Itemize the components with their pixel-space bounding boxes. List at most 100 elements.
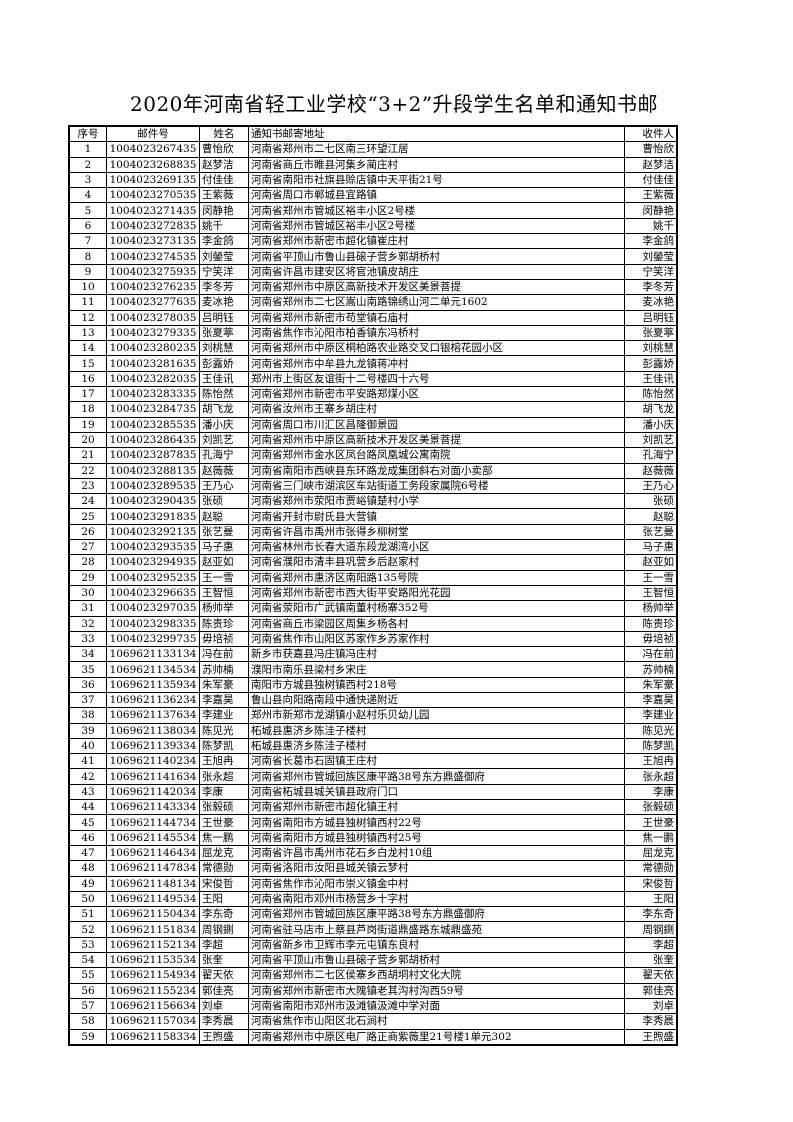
recipient-cell: 张毅硕: [624, 799, 678, 816]
seq-cell: 46: [68, 829, 107, 846]
table-row: 15 1004023281635 彭露娇 河南省郑州市中牟县九龙镇蒋冲村 彭露娇: [68, 355, 678, 372]
table-row: 51 1069621150434 李东奇 河南省郑州市管城回族区康平路38号东方鼎盛御…: [68, 906, 678, 923]
table-row: 27 1004023293535 马子惠 河南省林州市长春大道东段龙湖湾小区 马子惠: [68, 539, 678, 556]
recipient-cell: 陈怡然: [624, 386, 678, 403]
address-cell: 河南省许昌市禹州市张得乡柳树堂: [248, 523, 625, 541]
name-cell: 杨帅举: [199, 600, 249, 617]
recipient-cell: 王乃心: [624, 477, 678, 495]
name-cell: 刘桃慧: [199, 340, 249, 357]
seq-cell: 18: [68, 401, 107, 418]
seq-cell: 20: [68, 431, 107, 449]
recipient-cell: 焦一鹏: [624, 829, 678, 846]
address-cell: 河南省柘城县城关镇县政府门口: [248, 783, 625, 801]
recipient-cell: 李冬芳: [624, 278, 678, 296]
address-cell: 河南省荥阳市广武镇南董村杨寨352号: [248, 600, 625, 617]
mail-number-cell: 1069621144734: [106, 814, 200, 831]
address-cell: 河南省郑州市中原区电厂路正商紫薇里21号楼1单元302: [248, 1028, 625, 1046]
table-row: 19 1004023285535 潘小庆 河南省周口市川汇区昌隆御景园 潘小庆: [68, 416, 678, 433]
table-row: 23 1004023289535 王乃心 河南省三门峡市湖滨区车站街道工务段家属院6号…: [68, 477, 678, 495]
address-cell: 河南省长葛市石固镇王庄村: [248, 753, 625, 770]
address-cell: 河南省许昌市建安区将官池镇皮胡庄: [248, 263, 625, 280]
table-row: 38 1069621137634 李建业 郑州市新郑市龙湖镇小赵村乐贝幼儿园 李建业: [68, 707, 678, 724]
address-cell: 河南省郑州市中原区高新技术开发区美景菩提: [248, 278, 625, 296]
mail-number-cell: 1004023278035: [106, 309, 200, 326]
table-row: 26 1004023292135 张艺曼 河南省许昌市禹州市张得乡柳树堂 张艺曼: [68, 523, 678, 541]
mail-number-cell: 1004023281635: [106, 355, 200, 372]
table-row: 47 1069621146434 屈龙克 河南省许昌市禹州市花石乡白龙村10组 屈龙克: [68, 844, 678, 862]
table-row: 42 1069621141634 张永超 河南省郑州市管城回族区康平路38号东方鼎盛御…: [68, 768, 678, 785]
table-row: 40 1069621139334 陈梦凯 柘城县惠济乡陈洼子楼村 陈梦凯: [68, 737, 678, 755]
mail-number-cell: 1069621157034: [106, 1013, 200, 1030]
recipient-cell: 孔海宁: [624, 447, 678, 464]
address-cell: 河南省郑州市中原区桐柏路农业路交叉口银榕花园小区: [248, 340, 625, 357]
mail-number-cell: 1004023287835: [106, 447, 200, 464]
seq-cell: 55: [68, 967, 107, 984]
mail-number-cell: 1069621139334: [106, 737, 200, 755]
mail-number-cell: 1004023269135: [106, 171, 200, 189]
mail-number-cell: 1004023279335: [106, 324, 200, 342]
table-row: 50 1069621149534 王阳 河南省南阳市邓州市杨营乡十字村 王阳: [68, 890, 678, 908]
address-cell: 河南省洛阳市汝阳县城关镇云梦村: [248, 860, 625, 877]
seq-cell: 15: [68, 355, 107, 372]
address-cell: 郑州市上街区友谊街十二号楼四十六号: [248, 370, 625, 388]
seq-cell: 38: [68, 707, 107, 724]
name-cell: 常德勋: [199, 860, 249, 877]
address-cell: 河南省南阳市邓州市杨营乡十字村: [248, 890, 625, 908]
seq-cell: 47: [68, 844, 107, 862]
mail-number-cell: 1004023289535: [106, 477, 200, 495]
name-cell: 陈见光: [199, 722, 249, 739]
recipient-cell: 马子惠: [624, 539, 678, 556]
table-row: 18 1004023284735 胡飞龙 河南省汝州市王寨乡胡庄村 胡飞龙: [68, 401, 678, 418]
name-cell: 张硕: [199, 493, 249, 510]
mail-number-cell: 1004023288135: [106, 462, 200, 479]
recipient-cell: 王一雪: [624, 569, 678, 586]
mail-number-cell: 1069621146434: [106, 844, 200, 862]
seq-cell: 6: [68, 217, 107, 235]
mail-number-cell: 1069621145534: [106, 829, 200, 846]
name-cell: 姚千: [199, 217, 249, 235]
name-cell: 苏帅楠: [199, 661, 249, 678]
table-row: 30 1004023296635 王智恒 河南省郑州市新密市西大街平安路阳光花园 王智恒: [68, 584, 678, 602]
table-row: 28 1004023294935 赵亚如 河南省濮阳市清丰县巩营乡后赵家村 赵亚如: [68, 554, 678, 571]
seq-cell: 40: [68, 737, 107, 755]
address-cell: 河南省新乡市卫辉市李元屯镇东良村: [248, 936, 625, 954]
mail-number-cell: 1069621140234: [106, 753, 200, 770]
table-row: 49 1069621148134 宋俊哲 河南省焦作市沁阳市崇义镇金中村 宋俊哲: [68, 875, 678, 892]
address-cell: 河南省周口市川汇区昌隆御景园: [248, 416, 625, 433]
table-row: 55 1069621154934 翟天依 河南省郑州市二七区侯寨乡西胡垌村文化大院 翟天…: [68, 967, 678, 984]
recipient-cell: 赵亚如: [624, 554, 678, 571]
name-cell: 李金鸽: [199, 233, 249, 250]
recipient-cell: 周钢鍘: [624, 921, 678, 938]
seq-cell: 56: [68, 982, 107, 999]
table-row: 45 1069621144734 王世豪 河南省南阳市方城县独树镇西村22号 王世豪: [68, 814, 678, 831]
seq-cell: 59: [68, 1028, 107, 1046]
mail-number-cell: 1004023299735: [106, 630, 200, 648]
recipient-cell: 李康: [624, 783, 678, 801]
seq-cell: 28: [68, 554, 107, 571]
seq-cell: 10: [68, 278, 107, 296]
seq-cell: 43: [68, 783, 107, 801]
address-cell: 鲁山县向阳路南段中通快递附近: [248, 691, 625, 709]
table-row: 35 1069621134534 苏帅楠 濮阳市南乐县梁村乡宋庄 苏帅楠: [68, 661, 678, 678]
recipient-cell: 杨帅举: [624, 600, 678, 617]
seq-cell: 42: [68, 768, 107, 785]
seq-cell: 54: [68, 952, 107, 969]
seq-cell: 39: [68, 722, 107, 739]
seq-cell: 45: [68, 814, 107, 831]
recipient-cell: 王智恒: [624, 584, 678, 602]
recipient-cell: 张硕: [624, 493, 678, 510]
recipient-cell: 潘小庆: [624, 416, 678, 433]
mail-number-cell: 1004023294935: [106, 554, 200, 571]
recipient-cell: 郭佳亮: [624, 982, 678, 999]
seq-cell: 25: [68, 508, 107, 525]
table-row: 54 1069621153534 张奎 河南省平顶山市鲁山县磙子营乡郭胡桥村 张奎: [68, 952, 678, 969]
mail-number-cell: 1004023292135: [106, 523, 200, 541]
table-row: 36 1069621135934 朱军豪 南阳市方城县独树镇西村218号 朱军豪: [68, 676, 678, 693]
seq-cell: 49: [68, 875, 107, 892]
student-mailing-table: 序号 邮件号 姓名 通知书邮寄地址 收件人 1 1004023267435 曹怡欣河…: [68, 125, 678, 1046]
seq-cell: 36: [68, 676, 107, 693]
recipient-cell: 王世豪: [624, 814, 678, 831]
mail-number-cell: 1069621133134: [106, 646, 200, 663]
name-cell: 赵聪: [199, 508, 249, 525]
table-row: 5 1004023271435 闵静艳 河南省郑州市管城区裕丰小区2号楼 闵静艳: [68, 202, 678, 219]
